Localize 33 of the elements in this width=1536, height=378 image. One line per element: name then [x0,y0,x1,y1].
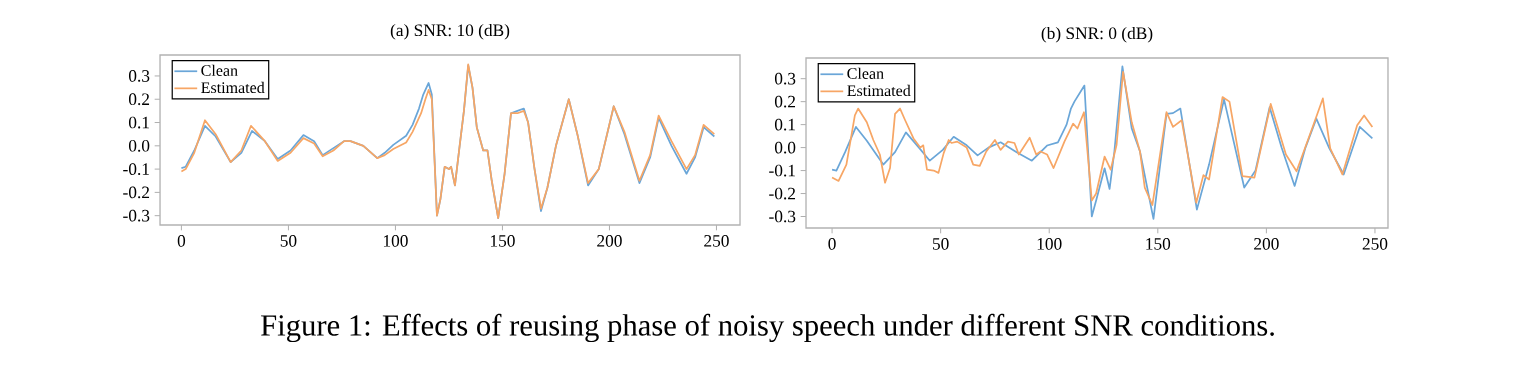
y-tick-label: -0.3 [123,209,150,222]
x-tick-label: 150 [1146,238,1171,250]
x-tick-label: 50 [932,238,949,250]
y-tick-label: 0.3 [774,72,796,85]
y-tick-label: 0.0 [128,139,150,152]
y-tick-label: 0.0 [774,141,796,154]
y-tick-label: -0.2 [123,186,150,199]
x-tick-label: 100 [1037,238,1062,250]
x-tick-label: 0 [828,238,836,250]
chart-title: (b) SNR: 0 (dB) [1041,26,1153,43]
y-tick-label: -0.1 [123,163,149,175]
y-tick-label: 0.1 [774,118,795,131]
legend-label: Clean [201,64,238,76]
x-tick-label: 50 [280,235,297,247]
x-tick-label: 0 [177,235,186,247]
legend-label: Estimated [847,84,911,97]
x-tick-label: 200 [1254,238,1279,250]
y-tick-label: -0.2 [769,187,796,200]
y-tick-label: 0.1 [128,116,149,129]
y-tick-label: -0.3 [769,210,796,223]
legend-label: Clean [847,67,884,79]
x-tick-label: 200 [597,235,622,247]
y-tick-label: 0.3 [128,70,150,82]
x-tick-label: 100 [383,235,408,247]
chart-title: (a) SNR: 10 (dB) [390,23,510,40]
y-tick-label: 0.2 [774,95,796,108]
caption: Figure 1: Effects of reusing phase of noisy speech under different SNR conditions. [261,313,1274,343]
y-tick-label: 0.2 [128,93,150,106]
x-tick-label: 250 [704,235,729,247]
x-tick-label: 150 [490,235,515,247]
legend-label: Estimated [201,81,265,94]
x-tick-label: 250 [1362,238,1388,250]
y-tick-label: -0.1 [769,164,795,177]
